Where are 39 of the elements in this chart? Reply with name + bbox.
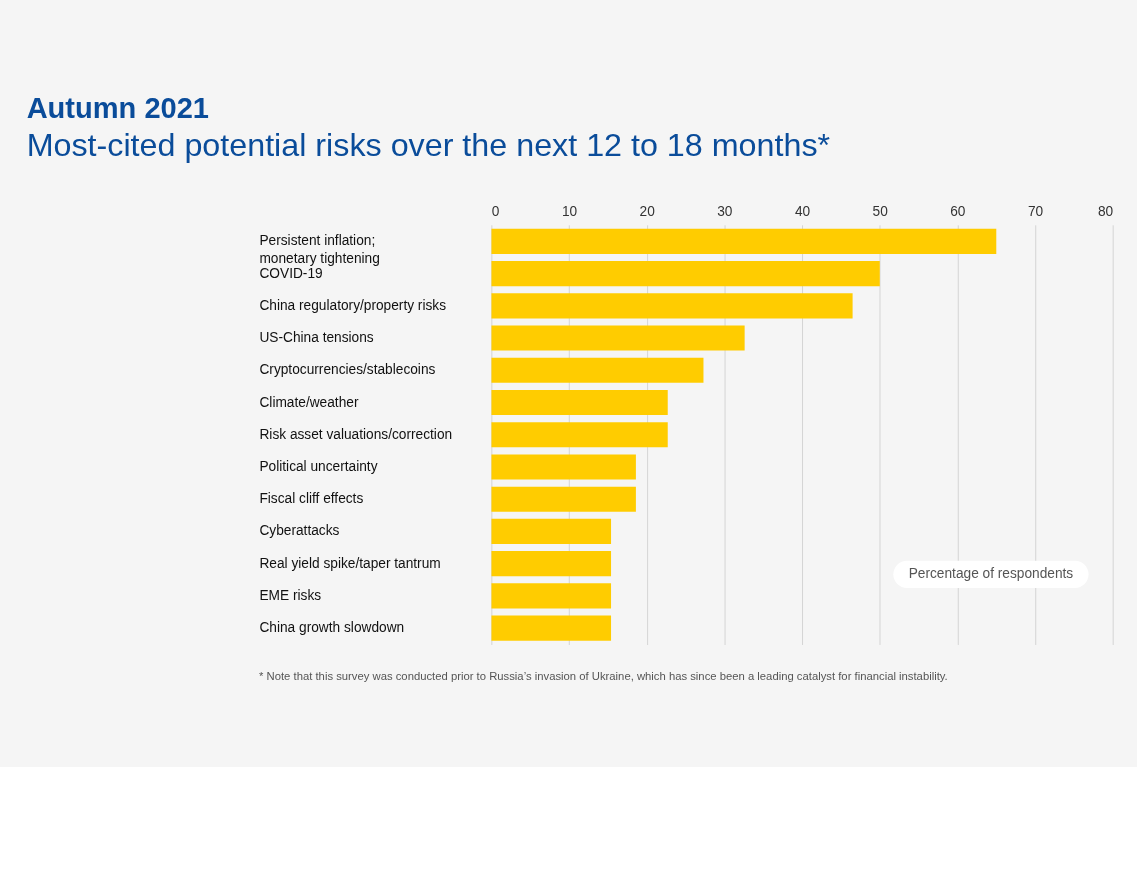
x-tick-label: 80 — [1097, 203, 1114, 219]
y-tick-label: Political uncertainty — [259, 459, 378, 475]
bar — [491, 551, 612, 577]
x-tick-label: 20 — [639, 203, 656, 219]
bar — [491, 325, 745, 351]
x-tick-label: 10 — [561, 203, 578, 219]
x-tick-label: 50 — [872, 203, 889, 219]
bar — [491, 389, 668, 416]
text: * Note that this survey was conducted prior to Russia’s invasion of Ukraine, which has since been a leading catalyst for financial instability. — [259, 670, 948, 683]
bar — [491, 261, 880, 287]
y-tick-label: Fiscal cliff effects — [259, 491, 364, 507]
x-tick-label: 0 — [491, 203, 500, 219]
y-tick-label: Real yield spike/taper tantrum — [259, 555, 441, 571]
x-tick-label: 70 — [1027, 203, 1044, 219]
y-tick-label: Cryptocurrencies/stablecoins — [259, 362, 436, 378]
bar — [491, 583, 612, 609]
x-tick-label: 40 — [794, 203, 811, 219]
y-tick-label: US-China tensions — [259, 330, 374, 346]
bar — [491, 486, 636, 512]
chart-subtitle: Most-cited potential risks over the next 12 to 18 months* — [26, 127, 831, 164]
y-tick-label: Risk asset valuations/correction — [259, 426, 453, 442]
y-tick-label: China regulatory/property risks — [259, 297, 447, 313]
bar — [491, 454, 636, 480]
x-tick-label: 30 — [717, 203, 733, 219]
y-tick-label: Persistent inflation; monetary tightening — [259, 233, 380, 267]
y-tick-label: Cyberattacks — [259, 523, 340, 539]
y-tick-label: Climate/weather — [259, 394, 359, 410]
bar — [491, 615, 612, 641]
annotation: Percentage of respondents — [908, 566, 1074, 582]
x-tick-label: 60 — [950, 203, 966, 219]
bar — [491, 293, 853, 319]
y-tick-label: China growth slowdown — [259, 620, 405, 636]
y-tick-label: COVID-19 — [259, 265, 323, 281]
bar — [491, 228, 997, 254]
text: Autumn 2021 — [26, 91, 210, 124]
bar — [491, 518, 612, 544]
bar — [491, 422, 668, 448]
bar — [491, 357, 704, 383]
y-tick-label: EME risks — [259, 587, 322, 603]
